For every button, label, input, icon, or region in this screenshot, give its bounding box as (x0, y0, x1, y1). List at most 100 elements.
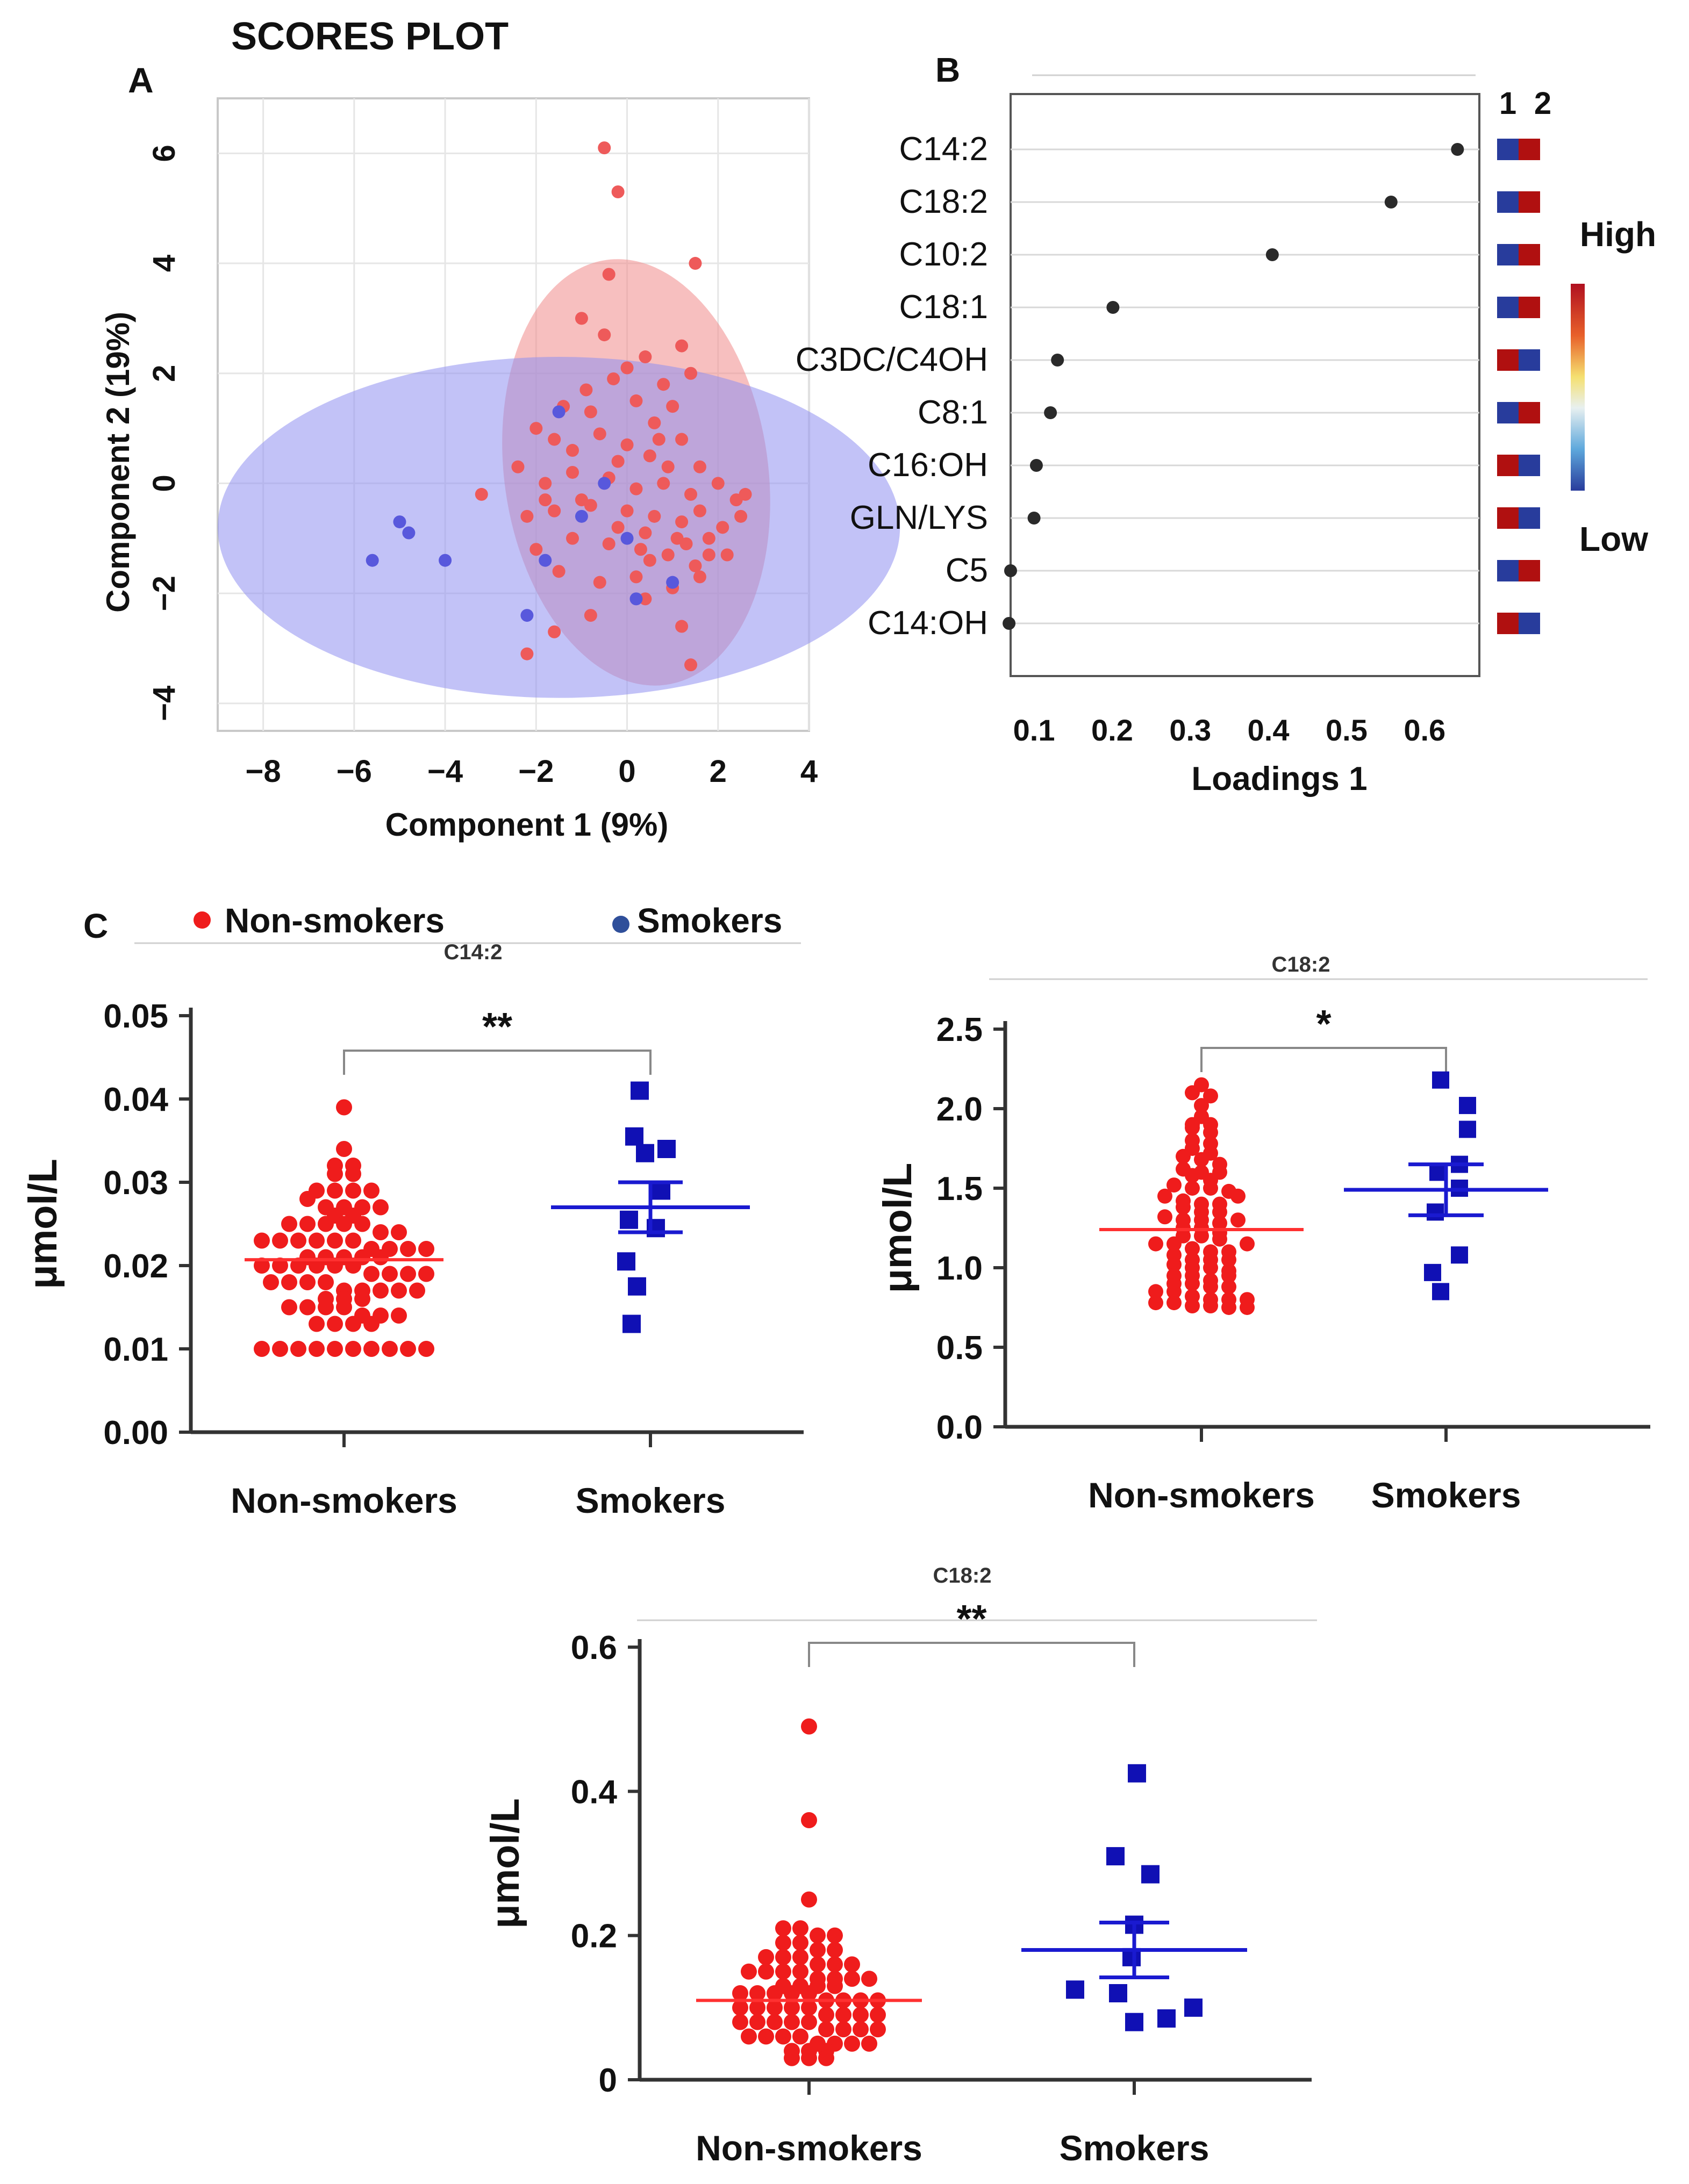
nonsmoker-data-point (272, 1232, 288, 1249)
nonsmoker-data-point (1176, 1148, 1191, 1164)
nonsmoker-data-point (1203, 1088, 1218, 1104)
nonsmoker-score-point (548, 625, 561, 638)
nonsmoker-data-point (775, 1920, 791, 1937)
nonsmoker-data-point (281, 1216, 297, 1232)
loading-category-label: C18:2 (899, 183, 988, 220)
nonsmoker-data-point (827, 1956, 843, 1973)
nonsmoker-data-point (254, 1232, 270, 1249)
loading-category-label: C16:OH (868, 447, 988, 484)
nonsmoker-data-point (327, 1258, 343, 1274)
nonsmoker-data-point (853, 2007, 869, 2023)
nonsmoker-score-point (566, 465, 579, 479)
nonsmoker-score-point (711, 477, 725, 490)
nonsmoker-data-point (336, 1299, 352, 1316)
nonsmoker-data-point (792, 2028, 808, 2045)
nonsmoker-data-point (1176, 1199, 1191, 1215)
y-tick-label: 0.00 (103, 1414, 168, 1452)
smoker-data-point (620, 1210, 638, 1229)
plot-title: C18:2 (933, 1564, 992, 1587)
scores-x-tick-label: −2 (518, 754, 554, 789)
smoker-score-point (629, 592, 643, 606)
nonsmoker-data-point (835, 2021, 851, 2038)
heatmap-cell (1519, 244, 1540, 265)
y-tick-label: 0.02 (103, 1248, 168, 1285)
panel-c: C Non-smokers Smokers C14:20.000.010.020… (20, 901, 1650, 2168)
nonsmoker-data-point (391, 1307, 407, 1324)
nonsmoker-score-point (629, 570, 643, 584)
scores-x-tick-label: −8 (246, 754, 281, 789)
nonsmoker-score-point (629, 482, 643, 495)
nonsmoker-data-point (254, 1258, 270, 1274)
panel-label-c: C (83, 907, 108, 945)
nonsmoker-data-point (870, 2007, 886, 2023)
smoker-data-point (1184, 1998, 1203, 2017)
nonsmoker-score-point (639, 350, 652, 364)
loading-point (1106, 301, 1120, 314)
nonsmoker-score-point (702, 531, 715, 545)
nonsmoker-data-point (318, 1299, 334, 1316)
smoker-data-point (1459, 1120, 1476, 1138)
nonsmoker-score-point (643, 554, 656, 567)
nonsmoker-data-point (309, 1258, 325, 1274)
nonsmoker-data-point (749, 1985, 765, 2001)
smoker-data-point (1106, 1847, 1125, 1866)
nonsmoker-data-point (309, 1341, 325, 1357)
nonsmoker-data-point (1212, 1231, 1227, 1247)
nonsmoker-score-point (548, 504, 561, 518)
smoker-data-point (1432, 1283, 1449, 1301)
nonsmoker-data-point (272, 1341, 288, 1357)
loading-category-label: GLN/LYS (850, 499, 988, 536)
nonsmoker-data-point (784, 1999, 800, 2016)
significance-stars: * (1316, 1003, 1331, 1046)
nonsmoker-data-point (272, 1258, 288, 1274)
nonsmoker-data-point (1185, 1241, 1200, 1256)
nonsmoker-score-point (639, 526, 652, 540)
significance-stars: ** (956, 1598, 986, 1641)
nonsmoker-score-point (716, 521, 729, 534)
nonsmoker-score-point (648, 509, 661, 523)
nonsmoker-data-point (327, 1316, 343, 1332)
nonsmoker-data-point (1240, 1300, 1255, 1315)
nonsmoker-data-point (418, 1266, 434, 1282)
heatmap-cell (1519, 139, 1540, 160)
nonsmoker-data-point (741, 1963, 757, 1980)
loadings-plot: C14:2 C18:2 C10:2 C18:1 C3DC/C4OH C8:1 C16:OH G… (796, 74, 1540, 747)
nonsmoker-data-point (345, 1182, 361, 1199)
nonsmoker-data-point (290, 1232, 306, 1249)
nonsmoker-data-point (844, 1956, 860, 1973)
legend-smokers-marker (612, 916, 629, 933)
nonsmoker-data-point (827, 1978, 843, 1994)
nonsmoker-data-point (801, 2050, 817, 2066)
heatmap-cell (1497, 244, 1519, 265)
nonsmoker-score-point (575, 312, 588, 325)
nonsmoker-data-point (345, 1341, 361, 1357)
nonsmoker-data-point (1221, 1268, 1236, 1283)
heatmap-cell (1497, 402, 1519, 423)
nonsmoker-data-point (354, 1216, 370, 1232)
smoker-data-point (657, 1140, 676, 1158)
nonsmoker-data-point (827, 1942, 843, 1958)
nonsmoker-data-point (801, 1812, 817, 1828)
smoker-data-point (631, 1081, 649, 1100)
nonsmoker-score-point (539, 493, 552, 507)
nonsmoker-data-point (345, 1232, 361, 1249)
nonsmoker-score-point (620, 438, 634, 451)
y-tick-label: 0.4 (571, 1773, 618, 1811)
nonsmoker-data-point (1166, 1236, 1182, 1252)
nonsmoker-data-point (827, 1927, 843, 1944)
heatmap-cell (1497, 507, 1519, 529)
nonsmoker-data-point (1185, 1085, 1200, 1101)
smoker-data-point (1424, 1263, 1441, 1281)
nonsmoker-data-point (801, 1891, 817, 1908)
nonsmoker-data-point (1203, 1298, 1218, 1314)
nonsmoker-score-point (620, 504, 634, 518)
smoker-data-point (628, 1277, 646, 1296)
loading-point (1004, 564, 1017, 577)
smoker-data-point (1427, 1203, 1444, 1221)
nonsmoker-data-point (775, 2028, 791, 2045)
nonsmoker-data-point (1203, 1125, 1218, 1140)
nonsmoker-score-point (661, 548, 675, 562)
smoker-score-point (598, 477, 611, 490)
nonsmoker-data-point (299, 1191, 316, 1207)
